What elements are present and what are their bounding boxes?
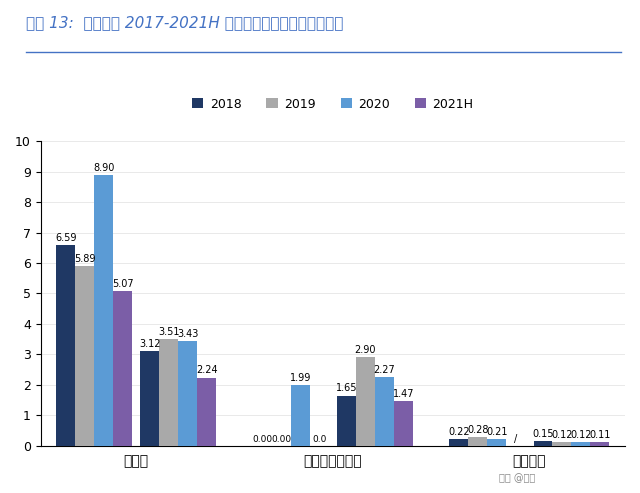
Text: 图表 13:  英科再生 2017-2021H 主营收入分解（单位：亿元）: 图表 13: 英科再生 2017-2021H 主营收入分解（单位：亿元）: [26, 15, 343, 30]
Text: 2.90: 2.90: [355, 345, 376, 355]
Bar: [534, 441, 552, 446]
Text: 0.21: 0.21: [486, 427, 508, 437]
Bar: [572, 442, 590, 446]
Bar: [590, 442, 609, 446]
Bar: [375, 377, 394, 446]
Text: 0.28: 0.28: [467, 425, 488, 435]
Bar: [552, 442, 572, 446]
Text: 6.59: 6.59: [55, 233, 77, 243]
Bar: [140, 351, 159, 446]
Text: 0.00: 0.00: [271, 435, 291, 444]
Text: 3.51: 3.51: [158, 327, 180, 337]
Text: 0.0: 0.0: [312, 435, 326, 444]
Bar: [179, 341, 197, 446]
Bar: [76, 266, 94, 446]
Bar: [449, 439, 468, 446]
Bar: [113, 291, 132, 446]
Bar: [487, 439, 506, 446]
Text: 0.15: 0.15: [532, 429, 554, 439]
Bar: [291, 385, 310, 446]
Bar: [394, 401, 413, 446]
Text: 1.65: 1.65: [336, 384, 357, 393]
Text: 2.27: 2.27: [373, 364, 395, 375]
Text: 1.99: 1.99: [289, 373, 311, 383]
Bar: [468, 437, 487, 446]
Bar: [337, 395, 356, 446]
Text: 0.00: 0.00: [252, 435, 273, 444]
Text: 头条 @管是: 头条 @管是: [499, 473, 536, 483]
Text: 2.24: 2.24: [196, 365, 218, 376]
Text: /: /: [514, 434, 517, 444]
Text: 5.07: 5.07: [112, 279, 133, 289]
Text: 1.47: 1.47: [392, 389, 414, 399]
Bar: [56, 245, 76, 446]
Bar: [356, 357, 375, 446]
Bar: [197, 378, 216, 446]
Text: 5.89: 5.89: [74, 254, 95, 264]
Text: 3.12: 3.12: [139, 339, 161, 349]
Text: 3.43: 3.43: [177, 329, 198, 339]
Text: 8.90: 8.90: [93, 163, 115, 173]
Bar: [159, 339, 179, 446]
Text: 0.11: 0.11: [589, 430, 611, 440]
Text: 0.12: 0.12: [570, 430, 591, 440]
Bar: [94, 175, 113, 446]
Legend: 2018, 2019, 2020, 2021H: 2018, 2019, 2020, 2021H: [188, 93, 478, 115]
Text: 0.12: 0.12: [551, 430, 573, 440]
Text: 0.22: 0.22: [448, 427, 470, 437]
